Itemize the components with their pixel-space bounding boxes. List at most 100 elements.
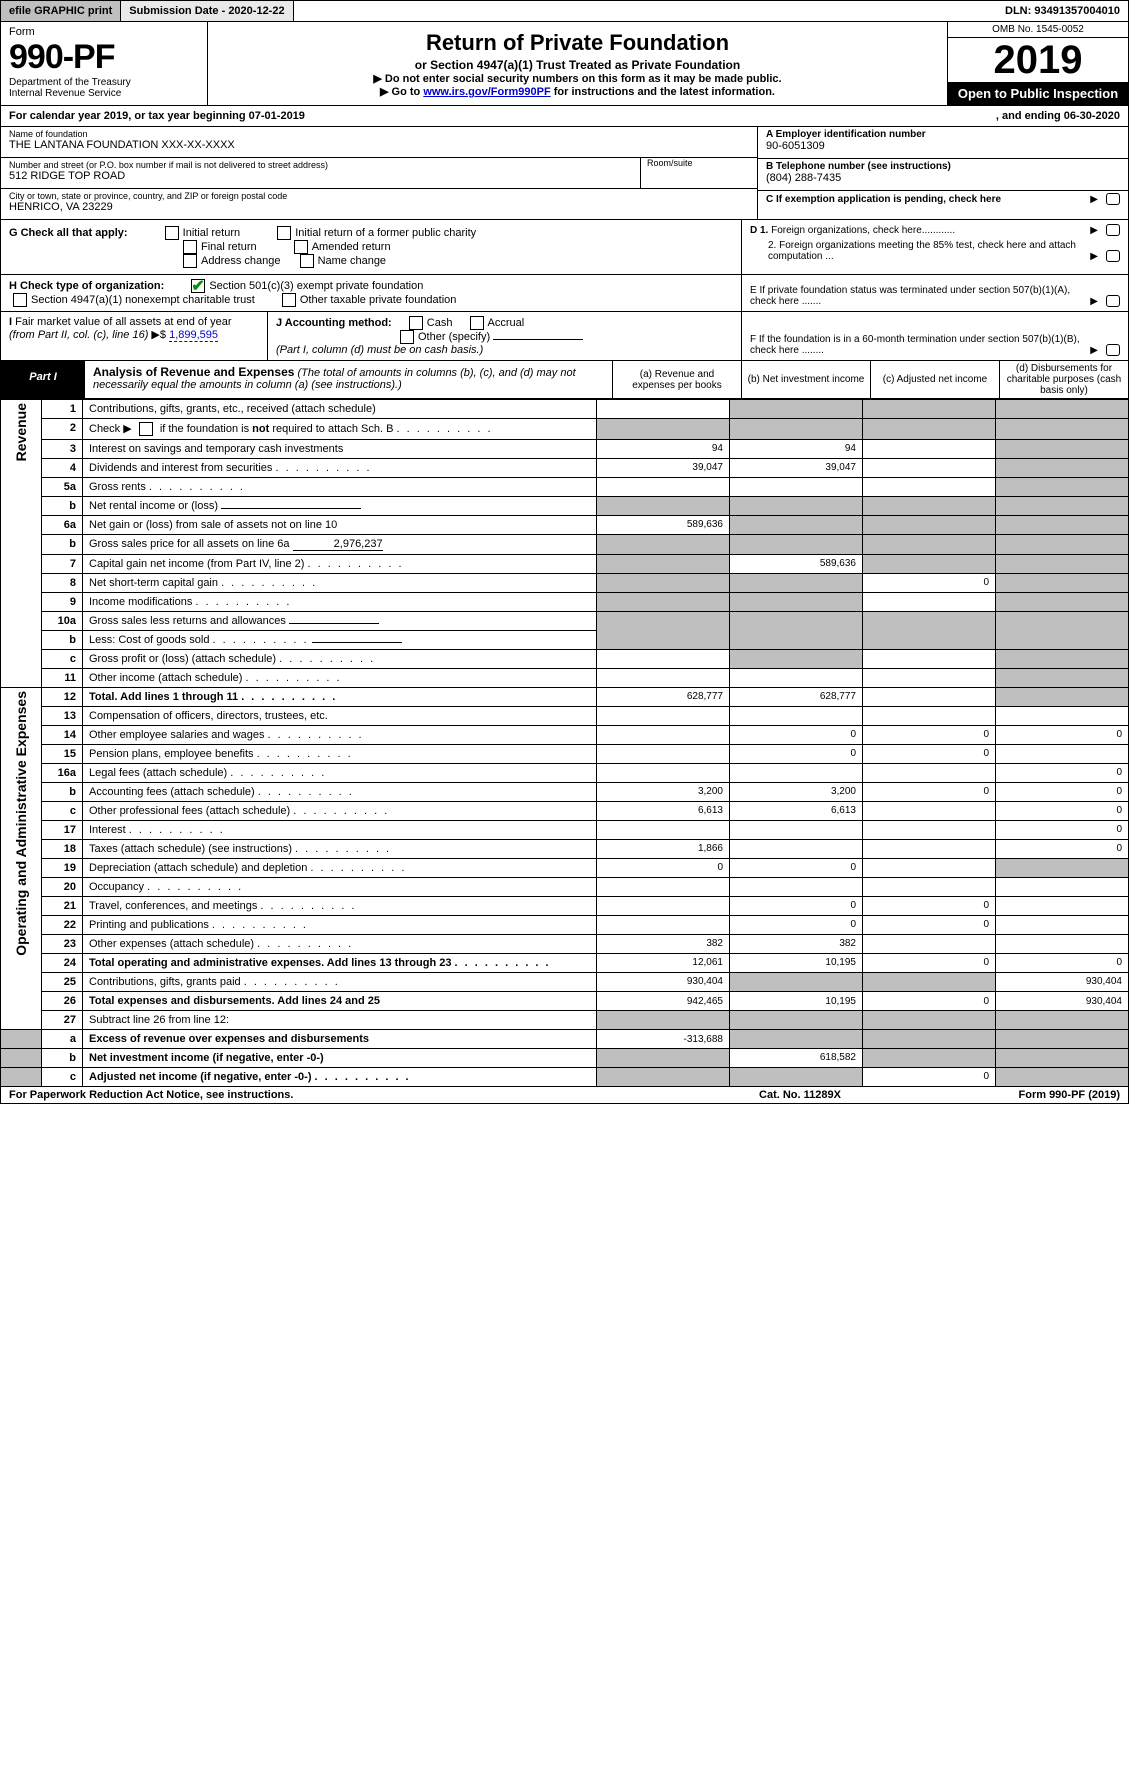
line-16b: Accounting fees (attach schedule) <box>83 783 597 802</box>
dept-treasury: Department of the Treasury Internal Reve… <box>9 77 199 99</box>
j-cash-checkbox[interactable] <box>409 316 423 330</box>
form-header: Form 990-PF Department of the Treasury I… <box>0 22 1129 106</box>
street-address: 512 RIDGE TOP ROAD <box>9 170 640 182</box>
line-27: Subtract line 26 from line 12: <box>83 1011 597 1030</box>
efile-print-button[interactable]: efile GRAPHIC print <box>1 1 121 21</box>
calendar-year-row: For calendar year 2019, or tax year begi… <box>0 106 1129 127</box>
exemption-pending-checkbox[interactable] <box>1106 193 1120 205</box>
phone-value: (804) 288-7435 <box>766 172 1120 184</box>
g-address-change-checkbox[interactable] <box>183 254 197 268</box>
line-22: Printing and publications <box>83 916 597 935</box>
city-state-zip: HENRICO, VA 23229 <box>9 201 749 213</box>
line-10b: Less: Cost of goods sold <box>83 631 597 650</box>
form-number: 990-PF <box>9 38 199 77</box>
goto-line: ▶ Go to www.irs.gov/Form990PF for instru… <box>218 85 937 98</box>
line-18: Taxes (attach schedule) (see instruction… <box>83 840 597 859</box>
name-label: Name of foundation <box>9 129 749 139</box>
exemption-pending-label: C If exemption application is pending, c… <box>766 194 1090 205</box>
h-label: H Check type of organization: <box>9 280 164 292</box>
g-initial-former-checkbox[interactable] <box>277 226 291 240</box>
line-17: Interest <box>83 821 597 840</box>
line-5a: Gross rents <box>83 478 597 497</box>
expenses-side-label: Operating and Administrative Expenses <box>1 688 42 1030</box>
part1-title: Analysis of Revenue and Expenses <box>93 365 294 379</box>
h-other-taxable-checkbox[interactable] <box>282 293 296 307</box>
g-label: G Check all that apply: <box>9 227 128 239</box>
line-23: Other expenses (attach schedule) <box>83 935 597 954</box>
form-word: Form <box>9 26 199 38</box>
irs-link[interactable]: www.irs.gov/Form990PF <box>423 86 550 98</box>
revenue-side-label: Revenue <box>1 400 42 688</box>
line-10a: Gross sales less returns and allowances <box>83 612 597 631</box>
line-16a: Legal fees (attach schedule) <box>83 764 597 783</box>
line-24: Total operating and administrative expen… <box>83 954 597 973</box>
paperwork-notice: For Paperwork Reduction Act Notice, see … <box>9 1089 680 1101</box>
dln: DLN: 93491357004010 <box>294 1 1128 21</box>
e-label: E If private foundation status was termi… <box>750 285 1090 307</box>
line-6b: Gross sales price for all assets on line… <box>83 535 597 555</box>
line-3: Interest on savings and temporary cash i… <box>83 440 597 459</box>
ein-value: 90-6051309 <box>766 140 1120 152</box>
line-5b: Net rental income or (loss) <box>83 497 597 516</box>
line-6a: Net gain or (loss) from sale of assets n… <box>83 516 597 535</box>
city-label: City or town, state or province, country… <box>9 191 749 201</box>
line-21: Travel, conferences, and meetings <box>83 897 597 916</box>
col-c-header: (c) Adjusted net income <box>870 361 999 398</box>
sch-b-checkbox[interactable] <box>139 422 153 436</box>
d1-checkbox[interactable] <box>1106 224 1120 236</box>
line-10c: Gross profit or (loss) (attach schedule) <box>83 650 597 669</box>
foundation-name: THE LANTANA FOUNDATION XXX-XX-XXXX <box>9 139 749 151</box>
d2-checkbox[interactable] <box>1106 250 1120 262</box>
g-amended-checkbox[interactable] <box>294 240 308 254</box>
e-checkbox[interactable] <box>1106 295 1120 307</box>
submission-date: Submission Date - 2020-12-22 <box>121 1 293 21</box>
g-initial-return-checkbox[interactable] <box>165 226 179 240</box>
f-label: F If the foundation is in a 60-month ter… <box>750 334 1090 356</box>
identity-block: Name of foundation THE LANTANA FOUNDATIO… <box>0 127 1129 220</box>
line-13: Compensation of officers, directors, tru… <box>83 707 597 726</box>
tax-year: 2019 <box>948 38 1128 82</box>
h-row: H Check type of organization: Section 50… <box>0 275 1129 312</box>
j-label: J Accounting method: <box>276 317 392 329</box>
addr-label: Number and street (or P.O. box number if… <box>9 160 640 170</box>
form-title: Return of Private Foundation <box>218 30 937 56</box>
f-checkbox[interactable] <box>1106 344 1120 356</box>
room-label: Room/suite <box>647 158 757 168</box>
top-bar: efile GRAPHIC print Submission Date - 20… <box>0 0 1129 22</box>
j-accrual-checkbox[interactable] <box>470 316 484 330</box>
line-14: Other employee salaries and wages <box>83 726 597 745</box>
g-row: G Check all that apply: Initial return I… <box>0 220 1129 275</box>
line-12: Total. Add lines 1 through 11 <box>83 688 597 707</box>
g-final-return-checkbox[interactable] <box>183 240 197 254</box>
cat-no: Cat. No. 11289X <box>680 1089 920 1101</box>
line-27c: Adjusted net income (if negative, enter … <box>83 1068 597 1087</box>
ij-row: I Fair market value of all assets at end… <box>0 312 1129 361</box>
omb-number: OMB No. 1545-0052 <box>948 22 1128 38</box>
line-26: Total expenses and disbursements. Add li… <box>83 992 597 1011</box>
phone-label: B Telephone number (see instructions) <box>766 161 1120 172</box>
line-27b: Net investment income (if negative, ente… <box>83 1049 597 1068</box>
h-501c3-checkbox[interactable] <box>191 279 205 293</box>
form-subtitle: or Section 4947(a)(1) Trust Treated as P… <box>218 58 937 72</box>
line-19: Depreciation (attach schedule) and deple… <box>83 859 597 878</box>
part1-header: Part I Analysis of Revenue and Expenses … <box>0 361 1129 399</box>
line-11: Other income (attach schedule) <box>83 669 597 688</box>
j-other-checkbox[interactable] <box>400 330 414 344</box>
j-note: (Part I, column (d) must be on cash basi… <box>276 344 483 356</box>
line-8: Net short-term capital gain <box>83 574 597 593</box>
col-b-header: (b) Net investment income <box>741 361 870 398</box>
line-7: Capital gain net income (from Part IV, l… <box>83 555 597 574</box>
line-16c: Other professional fees (attach schedule… <box>83 802 597 821</box>
line-9: Income modifications <box>83 593 597 612</box>
fmv-value[interactable]: 1,899,595 <box>169 329 218 342</box>
line-15: Pension plans, employee benefits <box>83 745 597 764</box>
line-2: Check ▶ if the foundation is not require… <box>83 419 597 440</box>
part1-label: Part I <box>1 361 85 398</box>
h-4947-checkbox[interactable] <box>13 293 27 307</box>
page-footer: For Paperwork Reduction Act Notice, see … <box>0 1087 1129 1104</box>
line-1: Contributions, gifts, grants, etc., rece… <box>83 400 597 419</box>
line-20: Occupancy <box>83 878 597 897</box>
col-a-header: (a) Revenue and expenses per books <box>612 361 741 398</box>
d2-label: 2. Foreign organizations meeting the 85%… <box>750 240 1090 262</box>
g-name-change-checkbox[interactable] <box>300 254 314 268</box>
